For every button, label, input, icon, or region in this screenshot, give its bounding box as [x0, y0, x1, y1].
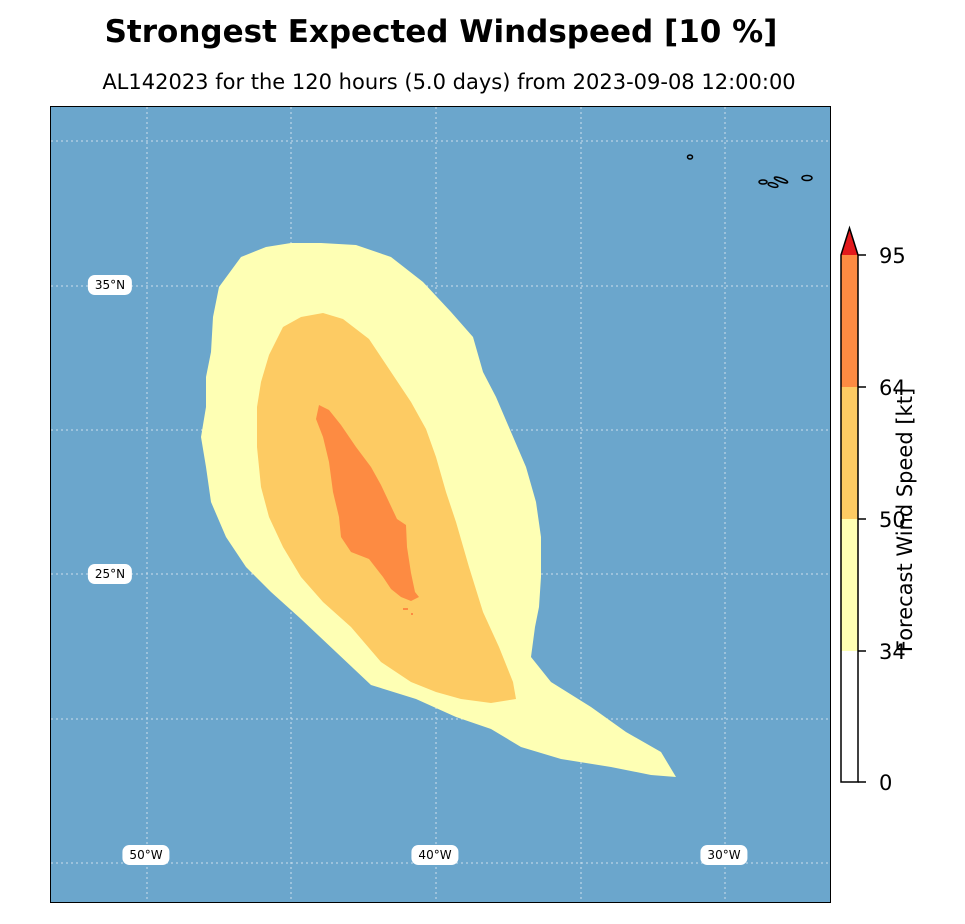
chart-subtitle: AL142023 for the 120 hours (5.0 days) fr… — [102, 70, 796, 94]
colorbar-tick-label: 34 — [879, 640, 906, 664]
lat-label-25n: 25°N — [87, 564, 133, 584]
colorbar-extend-arrow — [841, 228, 858, 255]
colorbar-outline — [840, 225, 859, 783]
colorbar-tick-label: 0 — [879, 771, 893, 795]
colorbar-segment-0-34 — [841, 651, 858, 782]
wind-swath-64kt — [316, 405, 419, 601]
lon-label-30w: 30°W — [700, 845, 748, 865]
wind-speck-64kt — [403, 608, 408, 610]
lat-label-35n: 35°N — [87, 275, 133, 295]
wind-speck-64kt — [411, 613, 413, 615]
colorbar-label: Forecast Wind Speed [kt] — [893, 387, 917, 653]
colorbar-segment-34-50 — [841, 519, 858, 651]
colorbar-segment-64-95 — [841, 255, 858, 387]
colorbar-tick-label: 64 — [879, 376, 906, 400]
island — [801, 174, 813, 182]
island — [773, 176, 789, 184]
map-panel: 35°N 25°N 50°W 40°W 30°W — [50, 106, 831, 903]
lon-label-40w: 40°W — [411, 845, 459, 865]
lon-label-50w: 50°W — [122, 845, 170, 865]
colorbar-tick-label: 95 — [879, 244, 906, 268]
island — [758, 179, 768, 185]
island — [767, 181, 779, 189]
chart-title: Strongest Expected Windspeed [10 %] — [104, 14, 778, 50]
map-canvas — [51, 107, 830, 902]
colorbar-ticks — [858, 254, 866, 783]
azores-islands — [686, 154, 813, 189]
island — [686, 154, 694, 160]
colorbar-segment-50-64 — [841, 387, 858, 519]
colorbar-tick-label: 50 — [879, 508, 906, 532]
